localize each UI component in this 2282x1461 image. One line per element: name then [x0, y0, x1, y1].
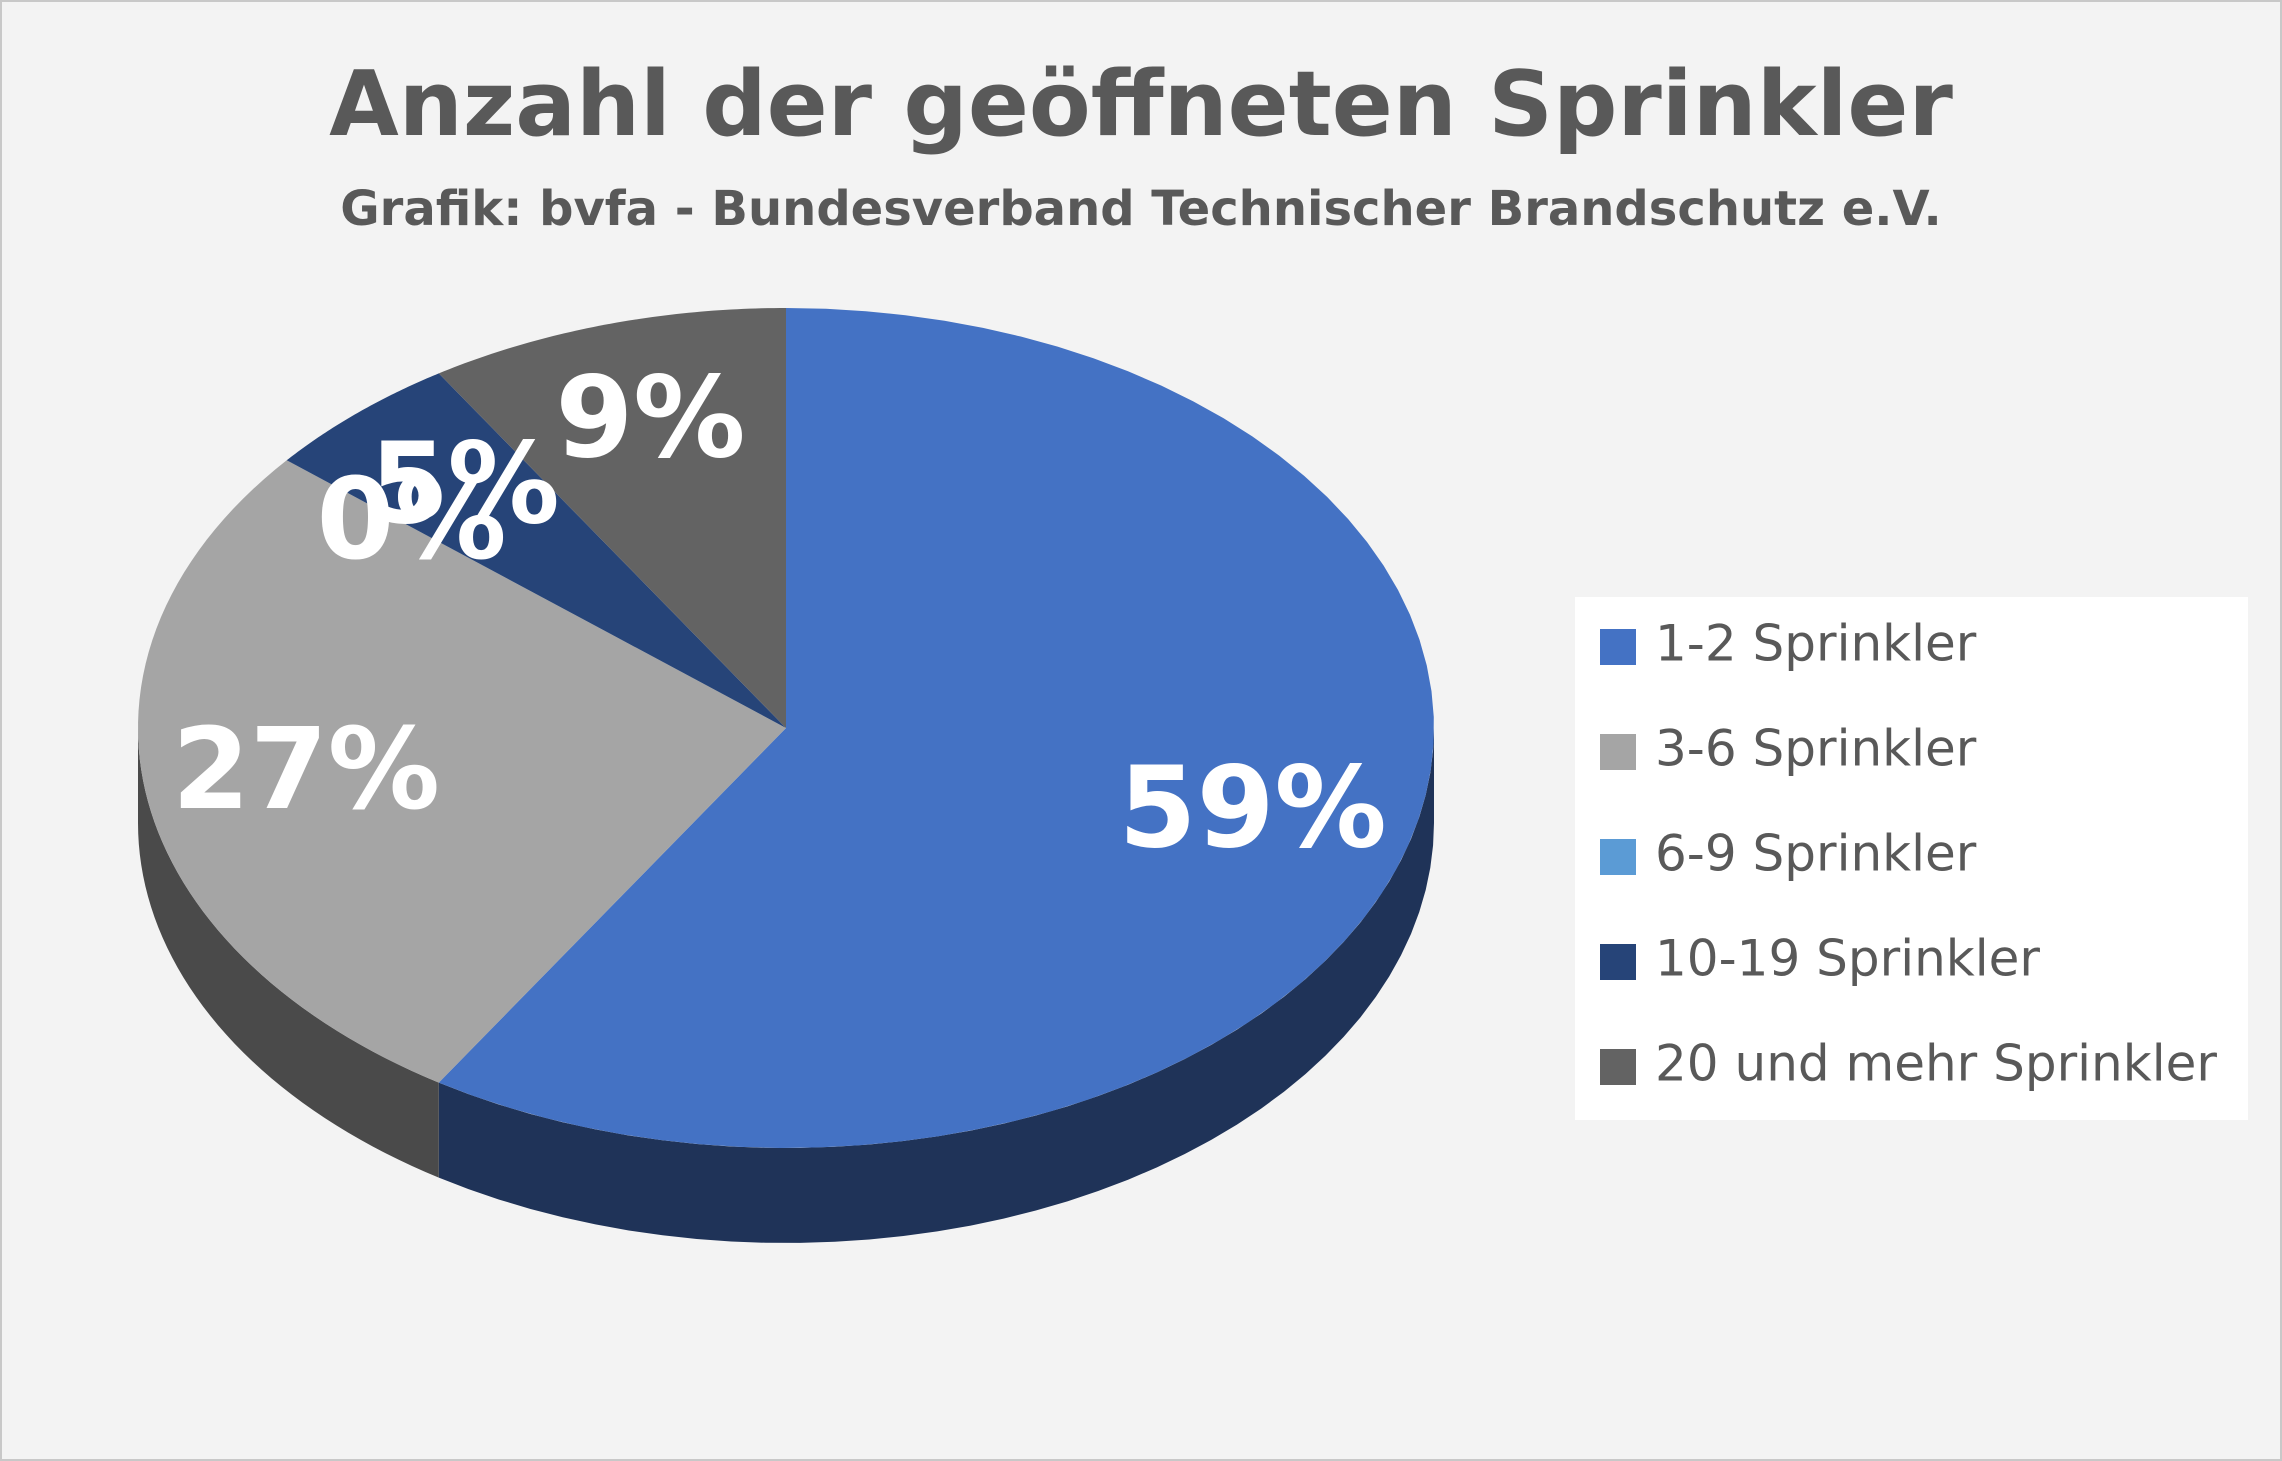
pie-side [438, 728, 1434, 1243]
legend-label: 10-19 Sprinkler [1655, 930, 2040, 988]
legend-swatch [1600, 1049, 1636, 1085]
pie-slice [438, 308, 786, 728]
legend-swatch [1600, 734, 1636, 770]
legend-swatch [1600, 839, 1636, 875]
legend-swatch [1600, 944, 1636, 980]
legend-label: 3-6 Sprinkler [1655, 720, 1977, 778]
chart-subtitle: Grafik: bvfa - Bundesverband Technischer… [340, 181, 1941, 237]
pie-slice [438, 308, 1434, 1148]
legend-label: 1-2 Sprinkler [1655, 615, 1977, 673]
legend-box [1575, 597, 2248, 1120]
chart-title: Anzahl der geöffneten Sprinkler [329, 52, 1953, 157]
pie-slice [286, 373, 786, 728]
legend-label: 6-9 Sprinkler [1655, 825, 1977, 883]
data-label: 27% [172, 705, 440, 835]
legend-label: 20 und mehr Sprinkler [1655, 1035, 2217, 1093]
data-label: 59% [1119, 744, 1387, 874]
data-label: 5% [370, 419, 560, 549]
legend-swatch [1600, 629, 1636, 665]
pie-side [138, 728, 439, 1178]
data-label: 0% [316, 455, 506, 585]
pie-slice [138, 460, 787, 1083]
data-label: 9% [555, 353, 745, 483]
